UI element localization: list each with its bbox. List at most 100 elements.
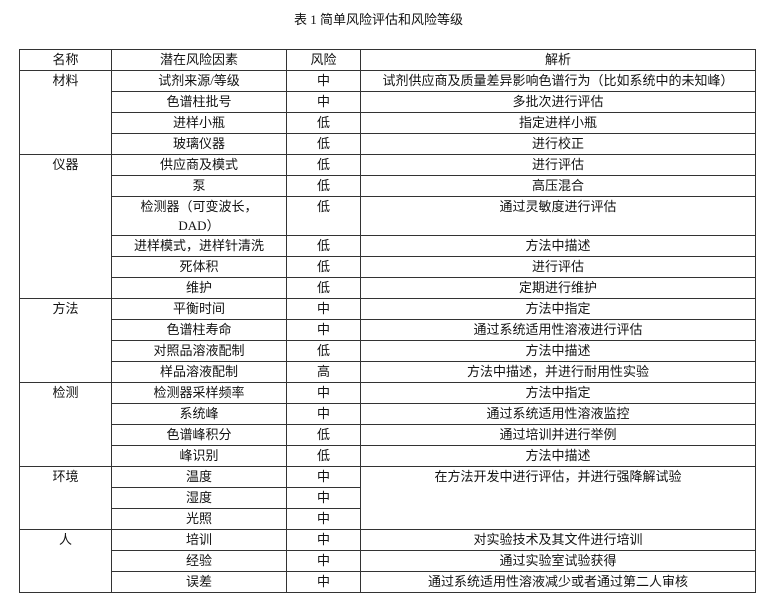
table-row: 材料 试剂来源/等级中试剂供应商及质量差异影响色谱行为（比如系统中的未知峰）: [19, 70, 756, 155]
factor-cell: 检测器（可变波长，DAD）: [111, 196, 287, 236]
factor-cell: 培训: [111, 529, 287, 551]
analysis-cell: 方法中指定: [360, 298, 756, 320]
risk-cell: 低: [286, 196, 361, 236]
category-cell: 材料: [19, 70, 112, 155]
analysis-cell: 在方法开发中进行评估，并进行强降解试验: [360, 466, 756, 530]
table-row: 方法 平衡时间中方法中指定: [19, 298, 756, 383]
table-body: 材料 试剂来源/等级中试剂供应商及质量差异影响色谱行为（比如系统中的未知峰） 色谱柱…: [19, 70, 756, 593]
analysis-cell: 方法中描述: [360, 445, 756, 467]
risk-cell: 中: [286, 382, 361, 404]
risk-cell: 低: [286, 175, 361, 197]
table-row: 样品溶液配制高方法中描述，并进行耐用性实验: [20, 361, 756, 383]
analysis-cell: 进行评估: [360, 256, 756, 278]
factor-cell: 色谱峰积分: [111, 424, 287, 446]
category-cell: 检测: [19, 382, 112, 467]
factor-cell: 对照品溶液配制: [111, 340, 287, 362]
header-factor: 潜在风险因素: [111, 49, 287, 71]
table-row: 进样小瓶低指定进样小瓶: [20, 112, 756, 134]
table-row: 经验中通过实验室试验获得: [20, 550, 756, 572]
analysis-cell: 进行评估: [360, 154, 756, 176]
table-row: 对照品溶液配制低方法中描述: [20, 340, 756, 362]
factor-cell: 平衡时间: [111, 298, 287, 320]
risk-cell: 中: [286, 571, 361, 593]
risk-cell: 低: [286, 277, 361, 299]
factor-cell: 供应商及模式: [111, 154, 287, 176]
table-caption: 表 1 简单风险评估和风险等级: [293, 12, 463, 27]
analysis-cell: 指定进样小瓶: [360, 112, 756, 134]
factor-cell: 死体积: [111, 256, 287, 278]
table-row: 色谱峰积分低通过培训并进行举例: [20, 424, 756, 446]
factor-cell: 光照: [111, 508, 287, 530]
analysis-cell: 通过系统适用性溶液监控: [360, 403, 756, 425]
factor-cell: 维护: [111, 277, 287, 299]
risk-cell: 低: [286, 424, 361, 446]
risk-cell: 低: [286, 235, 361, 257]
risk-cell: 低: [286, 340, 361, 362]
risk-cell: 低: [286, 154, 361, 176]
analysis-cell: 通过灵敏度进行评估: [360, 196, 756, 236]
factor-cell: 湿度: [111, 487, 287, 509]
risk-cell: 高: [286, 361, 361, 383]
table-row: 进样模式，进样针清洗低方法中描述: [20, 235, 756, 257]
analysis-cell: 高压混合: [360, 175, 756, 197]
risk-cell: 中: [286, 319, 361, 341]
risk-cell: 中: [286, 403, 361, 425]
table-row: 检测器（可变波长，DAD）低通过灵敏度进行评估: [20, 196, 756, 236]
analysis-cell: 通过实验室试验获得: [360, 550, 756, 572]
risk-cell: 低: [286, 256, 361, 278]
header-analysis: 解析: [360, 49, 756, 71]
analysis-cell: 试剂供应商及质量差异影响色谱行为（比如系统中的未知峰）: [360, 70, 756, 92]
risk-table: 名称 潜在风险因素 风险 解析 材料 试剂来源/等级中试剂供应商及质量差异影响色谱…: [19, 49, 756, 593]
table-row: 系统峰中通过系统适用性溶液监控: [20, 403, 756, 425]
factor-cell: 峰识别: [111, 445, 287, 467]
risk-cell: 中: [286, 487, 361, 509]
analysis-cell: 对实验技术及其文件进行培训: [360, 529, 756, 551]
table-header-row: 名称 潜在风险因素 风险 解析: [19, 49, 756, 71]
risk-cell: 低: [286, 112, 361, 134]
factor-cell: 色谱柱寿命: [111, 319, 287, 341]
table-row: 检测 检测器采样频率中方法中指定: [19, 382, 756, 467]
table-row: 玻璃仪器低进行校正: [20, 133, 756, 155]
risk-cell: 中: [286, 91, 361, 113]
analysis-cell: 通过培训并进行举例: [360, 424, 756, 446]
factor-cell: 色谱柱批号: [111, 91, 287, 113]
header-name: 名称: [19, 49, 112, 71]
table-row: 维护低定期进行维护: [20, 277, 756, 299]
header-risk: 风险: [286, 49, 361, 71]
table-row: 人培训中对实验技术及其文件进行培训: [19, 529, 756, 593]
table-row: 色谱柱寿命中通过系统适用性溶液进行评估: [20, 319, 756, 341]
risk-cell: 中: [286, 298, 361, 320]
factor-cell: 进样模式，进样针清洗: [111, 235, 287, 257]
table-row: 误差中通过系统适用性溶液减少或者通过第二人审核: [20, 571, 756, 593]
risk-cell: 中: [286, 508, 361, 530]
table-row: 色谱柱批号中多批次进行评估: [20, 91, 756, 113]
risk-cell: 低: [286, 445, 361, 467]
factor-cell: 误差: [111, 571, 287, 593]
table-row: 泵低高压混合: [20, 175, 756, 197]
table-row: 峰识别低方法中描述: [20, 445, 756, 467]
factor-cell: 系统峰: [111, 403, 287, 425]
table-row: 环境 温度中在方法开发中进行评估，并进行强降解试验: [19, 466, 756, 530]
risk-cell: 中: [286, 466, 361, 488]
analysis-cell: 方法中描述: [360, 235, 756, 257]
factor-cell: 样品溶液配制: [111, 361, 287, 383]
analysis-cell: 通过系统适用性溶液进行评估: [360, 319, 756, 341]
category-cell: 人: [19, 529, 112, 593]
category-cell: 方法: [19, 298, 112, 383]
category-cell: 环境: [19, 466, 112, 530]
factor-cell: 检测器采样频率: [111, 382, 287, 404]
analysis-cell: 通过系统适用性溶液减少或者通过第二人审核: [360, 571, 756, 593]
category-cell: 仪器: [19, 154, 112, 299]
factor-cell: 温度: [111, 466, 287, 488]
risk-cell: 中: [286, 550, 361, 572]
analysis-cell: 方法中描述，并进行耐用性实验: [360, 361, 756, 383]
factor-cell: 玻璃仪器: [111, 133, 287, 155]
factor-cell: 经验: [111, 550, 287, 572]
table-row: 仪器 供应商及模式低进行评估: [19, 154, 756, 299]
factor-cell: 试剂来源/等级: [111, 70, 287, 92]
analysis-cell: 多批次进行评估: [360, 91, 756, 113]
analysis-cell: 进行校正: [360, 133, 756, 155]
risk-cell: 低: [286, 133, 361, 155]
risk-cell: 中: [286, 529, 361, 551]
table-row: 死体积低进行评估: [20, 256, 756, 278]
